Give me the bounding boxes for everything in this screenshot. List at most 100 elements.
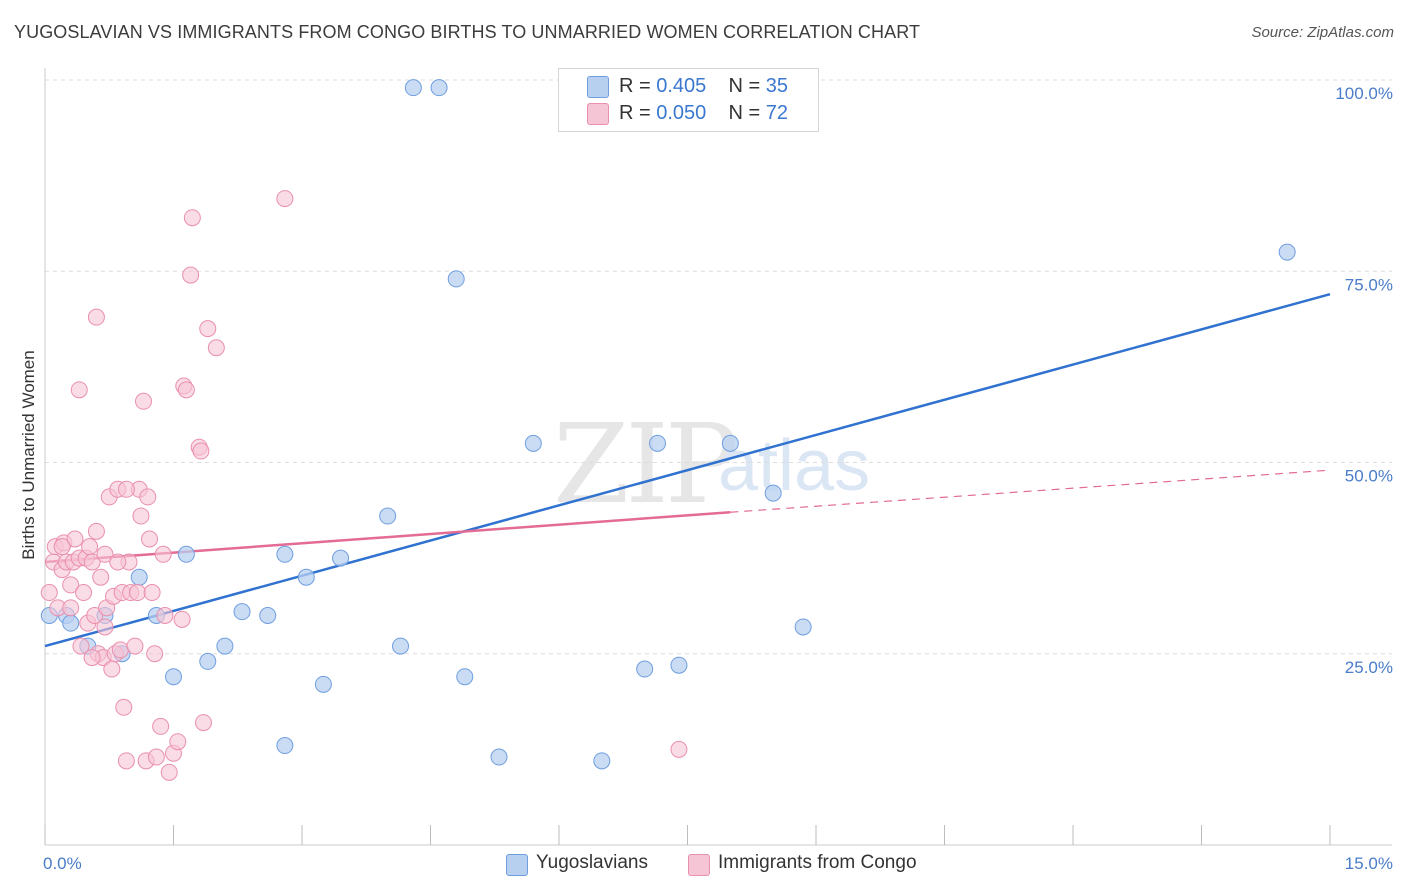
point-congo-47 [154,545,172,563]
point-congo-67 [96,618,114,636]
point-yugoslavians-5 [130,568,148,586]
point-congo-42 [141,530,159,548]
point-congo-44 [146,645,164,663]
point-congo-51 [169,733,187,751]
source-label: Source: ZipAtlas.com [1251,24,1394,41]
point-yugoslavians-19 [392,637,410,655]
legend-n-value-2: 72 [765,102,789,124]
legend-n-label-2: N = [728,102,766,124]
point-congo-59 [194,714,212,732]
point-yugoslavians-34 [62,614,80,632]
point-congo-32 [117,752,135,770]
point-congo-39 [135,392,153,410]
point-yugoslavians-28 [649,434,667,452]
legend-r-label-1: R = [619,75,657,97]
point-yugoslavians-14 [276,737,294,755]
point-congo-64 [117,480,135,498]
point-congo-35 [126,637,144,655]
legend-r-value-1: 0.405 [656,75,707,97]
point-congo-65 [62,599,80,617]
point-congo-22 [96,545,114,563]
point-yugoslavians-32 [794,618,812,636]
series-yugoslavians-points [40,79,1296,770]
y-axis-label: Births to Unmarried Women [19,350,38,559]
y-tick-label-25: 25.0% [1345,658,1393,677]
legend-r-label-2: R = [619,102,657,124]
point-congo-18 [87,522,105,540]
point-congo-31 [115,698,133,716]
bottom-legend-swatch-blue [506,854,528,876]
point-congo-60 [199,320,217,338]
point-congo-45 [147,748,165,766]
point-yugoslavians-13 [276,545,294,563]
point-congo-48 [156,607,174,624]
point-congo-25 [103,660,121,678]
point-congo-70 [670,740,688,758]
point-yugoslavians-11 [233,603,251,621]
point-yugoslavians-10 [216,637,234,655]
point-congo-54 [177,381,195,399]
trendline-congo-extension [730,469,1331,513]
y-tick-label-100: 100.0% [1335,84,1393,103]
point-congo-71 [53,538,71,556]
point-yugoslavians-29 [670,656,688,674]
point-yugoslavians-8 [177,545,195,563]
point-yugoslavians-33 [1278,243,1296,261]
point-congo-17 [86,607,104,624]
bottom-legend-swatch-pink [688,854,710,876]
point-congo-61 [207,339,225,357]
point-yugoslavians-22 [447,270,465,288]
point-congo-62 [87,308,105,326]
point-yugoslavians-18 [379,507,397,525]
point-congo-49 [160,763,178,781]
point-yugoslavians-15 [297,568,315,586]
point-yugoslavians-12 [259,607,277,624]
legend-r-value-2: 0.050 [656,102,707,124]
series-congo-points [40,190,688,781]
point-congo-15 [81,538,99,556]
point-yugoslavians-31 [764,484,782,502]
point-congo-29 [111,641,129,659]
legend-n-value-1: 35 [765,75,789,97]
point-yugoslavians-27 [636,660,654,678]
legend-n-label-1: N = [728,75,766,97]
grid-lines [45,79,1392,655]
point-yugoslavians-21 [430,79,448,97]
y-tick-label-50: 50.0% [1345,467,1393,486]
point-congo-38 [132,507,150,525]
legend-swatch-pink [587,103,609,125]
point-congo-0 [40,584,58,602]
point-yugoslavians-17 [332,549,350,567]
bottom-legend-label-yugoslavians: Yugoslavians [536,852,648,873]
point-congo-43 [143,584,161,602]
axes [44,68,1392,846]
point-congo-12 [75,584,93,602]
point-congo-41 [139,488,157,506]
point-congo-69 [276,190,294,208]
point-congo-36 [129,584,147,602]
trendline-yugoslavians [44,292,1331,648]
point-congo-11 [72,637,90,655]
point-congo-66 [83,649,101,667]
bottom-legend-label-congo: Immigrants from Congo [718,852,917,873]
point-yugoslavians-25 [524,434,542,452]
point-yugoslavians-23 [456,668,474,686]
point-congo-58 [192,442,210,460]
point-yugoslavians-9 [199,652,217,670]
point-congo-9 [66,530,84,548]
chart-title: YUGOSLAVIAN VS IMMIGRANTS FROM CONGO BIR… [14,22,921,42]
point-yugoslavians-7 [165,668,182,686]
watermark-atlas: atlas [718,426,871,506]
legend-swatch-blue [587,76,609,98]
point-congo-55 [182,266,200,284]
x-tick-label-max: 15.0% [1345,854,1393,873]
legend-box: R = 0.405 N = 35 R = 0.050 N = 72 [558,68,819,132]
point-yugoslavians-20 [404,79,422,97]
point-congo-52 [173,610,191,628]
point-congo-16 [83,553,101,571]
y-tick-label-75: 75.0% [1345,275,1393,294]
point-congo-7 [62,576,80,594]
point-yugoslavians-16 [314,675,332,693]
point-yugoslavians-26 [593,752,611,770]
